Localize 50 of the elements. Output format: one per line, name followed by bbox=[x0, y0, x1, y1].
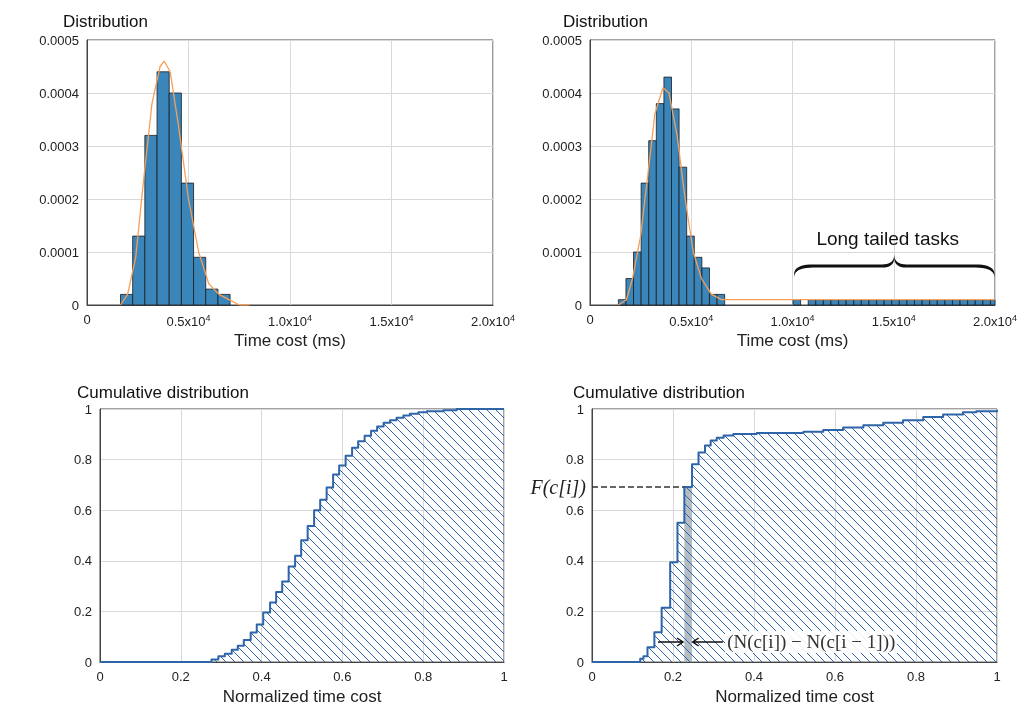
y-tick-label: 0.8 bbox=[73, 452, 92, 468]
y-tick-label: 0.0003 bbox=[542, 138, 582, 154]
y-tick-label: 0 bbox=[84, 654, 92, 670]
annotation: Long tailed tasks bbox=[815, 227, 960, 250]
x-axis-title: Time cost (ms) bbox=[234, 331, 346, 351]
y-tick-label: 0.0002 bbox=[39, 191, 79, 207]
y-tick-label: 0.8 bbox=[565, 452, 584, 468]
y-tick-label: 0 bbox=[574, 297, 582, 313]
x-tick-label: 0.8 bbox=[906, 669, 926, 685]
y-tick-label: 0.0002 bbox=[542, 191, 582, 207]
x-tick-label: 0.2 bbox=[171, 669, 190, 685]
y-tick-label: 0.0004 bbox=[542, 85, 582, 101]
x-tick-label: 0.6 bbox=[333, 669, 352, 685]
y-tick-label: 0.0003 bbox=[39, 138, 79, 154]
x-tick-label: 0 bbox=[588, 669, 596, 685]
y-tick-label: 1 bbox=[84, 401, 92, 417]
x-axis-title: Normalized time cost bbox=[222, 687, 382, 706]
y-tick-label: 0.4 bbox=[565, 553, 584, 569]
x-tick-label: 1 bbox=[993, 669, 1001, 685]
y-tick-label: 0.6 bbox=[73, 502, 92, 518]
y-tick-label: 0.0005 bbox=[39, 32, 79, 48]
ref-line-label: F(c[i]) bbox=[529, 475, 587, 499]
x-tick-label: 0.4 bbox=[744, 669, 764, 685]
y-tick-label: 0.0001 bbox=[542, 244, 582, 260]
x-tick-label: 0.4 bbox=[252, 669, 271, 685]
x-tick-label: 1 bbox=[500, 669, 508, 685]
line-series bbox=[617, 87, 996, 306]
y-tick-label: 0 bbox=[576, 654, 584, 670]
chart-title: Distribution bbox=[563, 12, 649, 31]
x-axis-title: Time cost (ms) bbox=[736, 331, 849, 351]
annotation: (N(c[i]) − N(c[i − 1])) bbox=[725, 630, 898, 653]
y-tick-label: 0.6 bbox=[565, 502, 584, 518]
x-tick-label: 0.2 bbox=[663, 669, 683, 685]
x-tick-label: 0 bbox=[96, 669, 104, 685]
y-tick-label: 0.0005 bbox=[542, 32, 582, 48]
x-tick-label: 0.8 bbox=[414, 669, 433, 685]
chart-title: Cumulative distribution bbox=[77, 383, 249, 402]
y-tick-label: 0.4 bbox=[73, 553, 92, 569]
chart-title: Cumulative distribution bbox=[573, 383, 745, 402]
x-tick-label: 0 bbox=[586, 312, 594, 327]
line-series bbox=[119, 60, 251, 306]
x-axis-title: Normalized time cost bbox=[715, 687, 875, 706]
x-tick-label: 0.6 bbox=[825, 669, 845, 685]
y-tick-label: 1 bbox=[576, 401, 584, 417]
y-tick-label: 0.2 bbox=[565, 603, 584, 619]
y-tick-label: 0.0001 bbox=[39, 244, 79, 260]
y-tick-label: 0.0004 bbox=[39, 85, 79, 101]
y-tick-label: 0 bbox=[71, 297, 79, 313]
y-tick-label: 0.2 bbox=[73, 603, 92, 619]
chart-title: Distribution bbox=[63, 12, 149, 31]
